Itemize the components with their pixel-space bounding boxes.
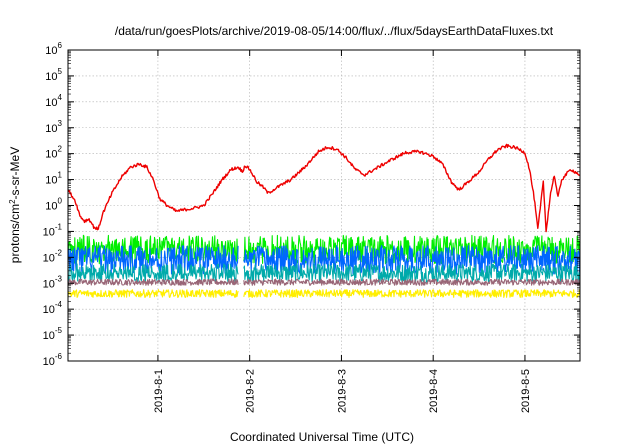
x-tick-label: 2019-8-2 [245,369,257,413]
y-tick-exponent: 4 [58,93,63,102]
y-tick-exponent: -5 [55,326,63,335]
grid [68,50,580,361]
y-tick-label: 10-6 [43,352,63,368]
x-axis-label: Coordinated Universal Time (UTC) [230,430,414,444]
y-tick-label: 104 [45,93,62,109]
y-tick-exponent: -6 [55,352,63,361]
x-tick-label: 2019-8-1 [153,369,165,413]
y-tick-base: 10 [45,123,57,135]
y-tick-base: 10 [45,175,57,187]
y-tick-exponent: 5 [58,67,63,76]
y-tick-label: 103 [45,119,62,135]
y-tick-base: 10 [43,304,55,316]
y-tick-label: 10-1 [43,222,63,238]
series-group [67,143,581,298]
y-tick-base: 10 [43,226,55,238]
y-tick-label: 10-2 [43,248,63,264]
y-tick-base: 10 [43,252,55,264]
series-line [67,278,581,286]
y-tick-exponent: -1 [55,222,63,231]
y-tick-exponent: 6 [58,41,63,50]
y-tick-base: 10 [45,149,57,161]
ticks [68,49,580,362]
y-tick-base: 10 [43,278,55,290]
x-tick-labels: 2019-8-1 2019-8-2 2019-8-3 2019-8-4 2019-8-5 [153,369,532,413]
y-tick-label: 10-5 [43,326,63,342]
y-tick-exponent: 1 [58,171,63,180]
y-tick-label: 10-3 [43,274,63,290]
series-line [67,263,581,283]
y-tick-label: 100 [45,197,62,213]
x-tick-label: 2019-8-3 [336,369,348,413]
y-tick-label: 101 [45,171,62,187]
y-axis-label: protons/cm2-s-sr-MeV [8,147,23,263]
y-tick-exponent: -3 [55,274,63,283]
y-axis-label-post: -s-sr-MeV [8,147,22,200]
series-line [67,143,581,233]
x-tick-label: 2019-8-4 [428,369,440,413]
y-tick-base: 10 [43,330,55,342]
y-tick-base: 10 [45,45,57,57]
y-tick-base: 10 [43,356,55,368]
y-tick-exponent: -2 [55,248,63,257]
y-tick-base: 10 [45,71,57,83]
y-axis-label-sup: 2 [8,199,17,204]
y-tick-exponent: 2 [58,145,63,154]
y-tick-label: 102 [45,145,62,161]
y-tick-base: 10 [45,201,57,213]
y-tick-labels: 10-610-510-410-310-210-11001011021031041… [43,41,63,368]
x-tick-label: 2019-8-5 [520,369,532,413]
y-tick-exponent: -4 [55,300,63,309]
y-tick-exponent: 3 [58,119,63,128]
y-axis-label-pre: protons/cm [8,204,22,263]
y-tick-label: 105 [45,67,62,83]
y-tick-exponent: 0 [58,197,63,206]
chart-title: /data/run/goesPlots/archive/2019-08-05/1… [115,24,554,38]
y-tick-label: 10-4 [43,300,63,316]
y-tick-label: 106 [45,41,62,57]
y-tick-base: 10 [45,97,57,109]
series-line [67,289,581,298]
series-line [67,245,581,275]
